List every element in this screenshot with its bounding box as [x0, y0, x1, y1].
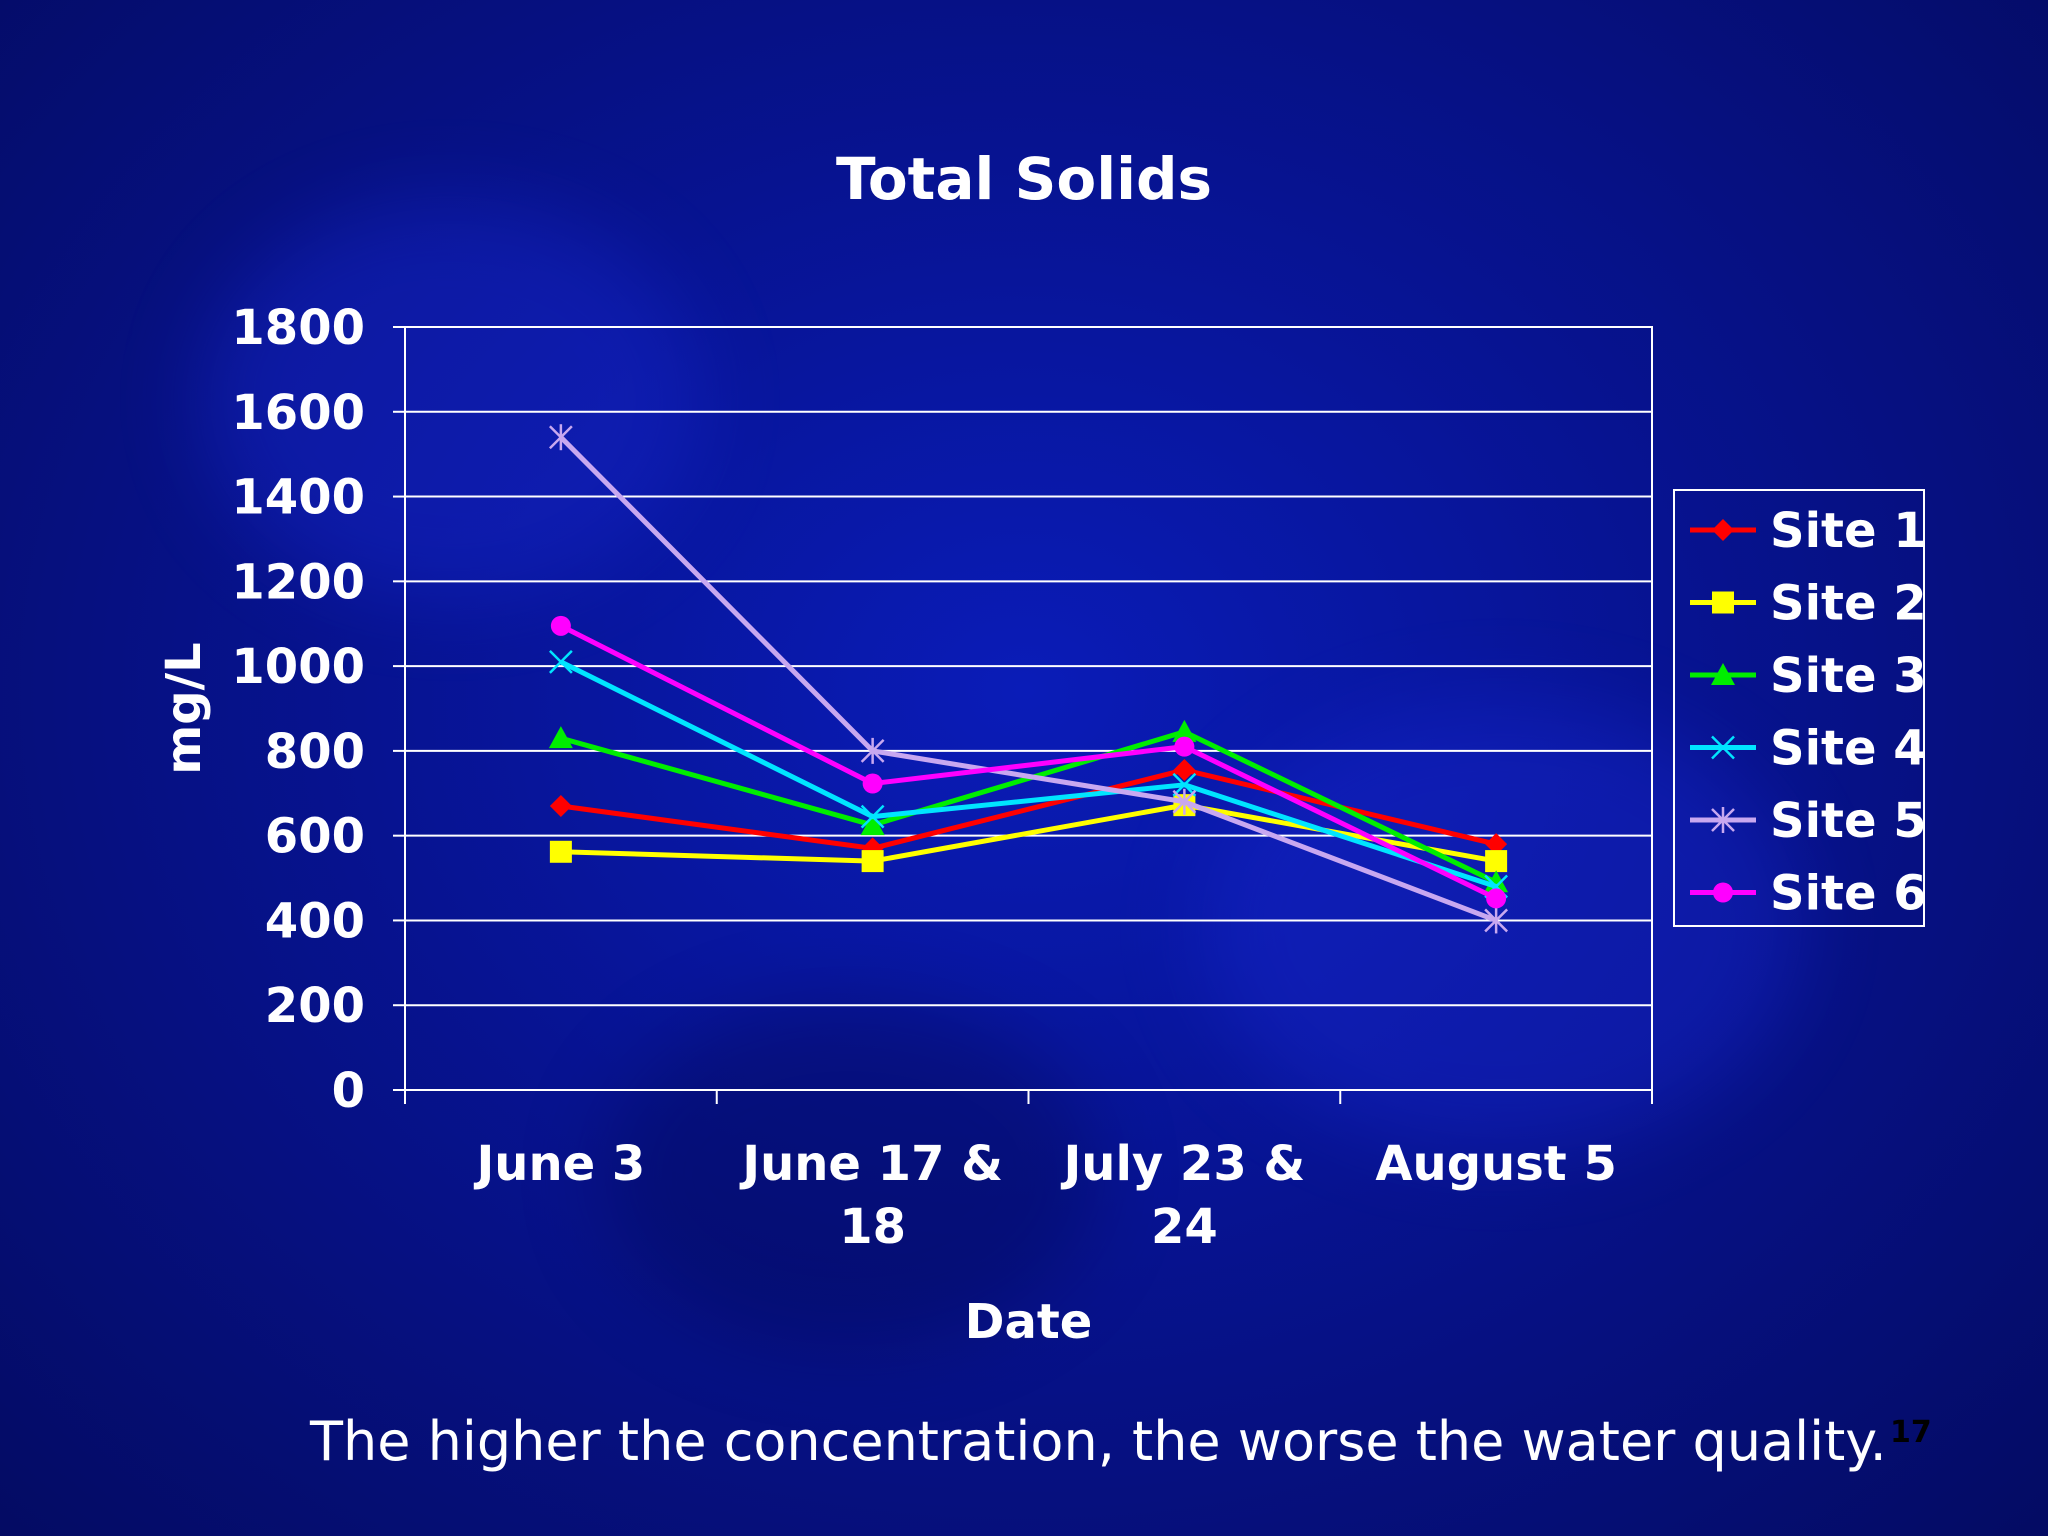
page-number: 17	[1890, 1415, 1932, 1450]
y-tick-label: 0	[332, 1063, 365, 1119]
legend-label: Site 5	[1770, 793, 1927, 849]
circle-marker	[1713, 882, 1733, 903]
y-tick-label: 1800	[231, 300, 365, 356]
asterisk-marker	[548, 424, 573, 451]
triangle-marker	[1172, 719, 1197, 742]
diamond-marker	[1485, 833, 1508, 856]
series-line	[559, 659, 1497, 889]
asterisk-marker	[1484, 907, 1509, 934]
x-marker-stroke	[860, 804, 885, 829]
triangle-marker	[860, 813, 885, 836]
asterisk-marker	[860, 737, 885, 764]
legend-border	[1673, 489, 1925, 927]
y-tick-label: 600	[265, 809, 365, 865]
legend-item: Site 5	[1690, 793, 1927, 849]
asterisk-marker	[1172, 788, 1197, 815]
legend-label: Site 3	[1770, 648, 1927, 704]
diamond-marker	[1712, 519, 1734, 541]
y-tick-label: 800	[265, 724, 365, 780]
x-marker-stroke	[1711, 735, 1735, 760]
y-tick-label: 1400	[231, 470, 365, 526]
legend-label: Site 6	[1770, 866, 1927, 922]
x-tick-label: June 3	[473, 1136, 645, 1192]
circle-marker	[1486, 888, 1507, 909]
triangle-marker	[1711, 663, 1735, 685]
series-line	[559, 435, 1498, 923]
x-marker-stroke	[548, 649, 573, 674]
x-marker	[1172, 772, 1197, 797]
legend-item: Site 1	[1690, 503, 1927, 559]
circle-marker	[550, 615, 571, 636]
diamond-marker	[549, 794, 572, 817]
x-marker	[860, 804, 885, 829]
circle-marker	[1174, 736, 1195, 757]
x-marker-stroke	[1172, 772, 1197, 797]
series-3	[548, 719, 1509, 893]
circle-marker	[862, 773, 883, 794]
x-marker	[548, 649, 573, 674]
chart-title: Total Solids	[835, 145, 1213, 213]
x-tick-label: June 17 &	[739, 1136, 1003, 1192]
y-tick-label: 200	[265, 978, 365, 1034]
y-tick-label: 400	[265, 893, 365, 949]
legend: Site 1 Site 2 Site 3 Site 4 Site 5 Site 6	[1673, 489, 1927, 927]
diamond-marker	[1173, 758, 1196, 781]
legend-label: Site 2	[1770, 576, 1927, 632]
y-tick-label: 1200	[231, 554, 365, 610]
x-axis-title: Date	[965, 1294, 1093, 1350]
legend-item: Site 6	[1690, 866, 1927, 922]
footer-caption: The higher the concentration, the worse …	[310, 1410, 1887, 1473]
legend-item: Site 3	[1690, 648, 1927, 704]
square-marker	[549, 840, 572, 863]
x-tick-label: 18	[839, 1199, 906, 1255]
x-tick-label: 24	[1151, 1199, 1218, 1255]
asterisk-marker	[1711, 807, 1735, 833]
x-tick-label: August 5	[1375, 1136, 1616, 1192]
x-tick-label: July 23 &	[1060, 1136, 1305, 1192]
square-marker	[1485, 850, 1508, 873]
y-tick-label: 1000	[231, 639, 365, 695]
y-tick-label: 1600	[231, 385, 365, 441]
series-6	[550, 615, 1507, 909]
background-texture	[200, 200, 700, 600]
square-marker	[861, 850, 884, 873]
plot-area-border	[404, 326, 1653, 1091]
triangle-marker	[548, 726, 573, 749]
y-axis-title: mg/L	[156, 642, 212, 775]
x-marker	[1711, 735, 1735, 760]
series-line	[559, 623, 1498, 901]
legend-item: Site 2	[1690, 576, 1927, 632]
legend-label: Site 1	[1770, 503, 1927, 559]
square-marker	[1712, 591, 1734, 614]
legend-item: Site 4	[1690, 721, 1927, 777]
background-texture	[600, 1000, 1100, 1350]
series-5	[548, 424, 1509, 934]
legend-label: Site 4	[1770, 721, 1927, 777]
